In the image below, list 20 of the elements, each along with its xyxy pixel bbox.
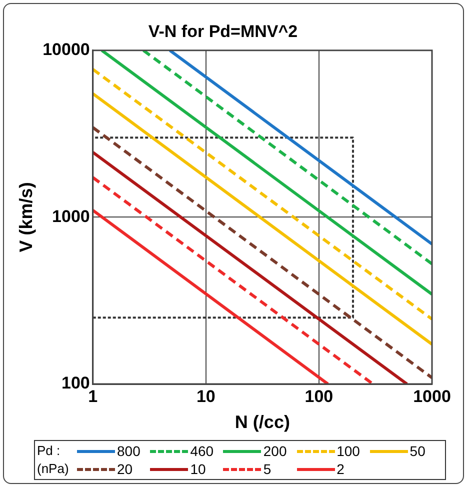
x-axis-title: N (/cc) — [234, 412, 290, 432]
y-tick-label: 10000 — [42, 40, 90, 60]
legend-label: 10 — [190, 460, 206, 478]
legend-label: 100 — [336, 442, 360, 460]
legend-label: 5 — [263, 460, 272, 478]
y-axis-title: V (km/s) — [16, 182, 36, 252]
legend-title: Pd : (nPa) — [37, 442, 70, 478]
x-tick-label: 100 — [304, 386, 334, 406]
x-tick-label: 10 — [196, 386, 216, 406]
legend-label: 2 — [336, 460, 344, 478]
x-tick-label: 1 — [88, 386, 98, 406]
y-tick-label: 100 — [62, 374, 90, 393]
x-tick-label: 1000 — [413, 386, 451, 406]
legend-label: 200 — [263, 442, 287, 460]
legend-label: 460 — [190, 442, 214, 460]
legend-label: 800 — [117, 442, 140, 460]
legend-label: 20 — [117, 460, 133, 478]
chart-title: V-N for Pd=MNV^2 — [148, 22, 298, 41]
legend-label: 50 — [410, 442, 426, 460]
y-tick-label: 1000 — [52, 206, 90, 226]
